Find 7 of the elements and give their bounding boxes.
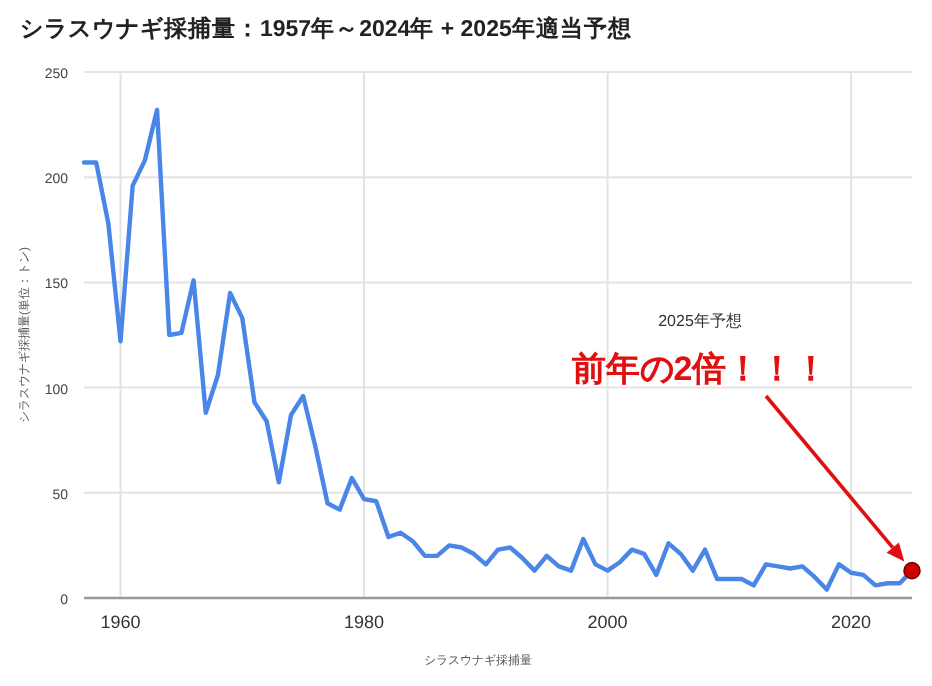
x-tick-label: 1980 bbox=[344, 612, 385, 632]
annotation: 前年の2倍！！！ bbox=[569, 350, 829, 388]
x-tick-label: 2020 bbox=[831, 612, 872, 632]
x-tick-label: 2000 bbox=[587, 612, 628, 632]
annotation: 2025年予想 bbox=[658, 312, 742, 330]
chart-title: シラスウナギ採捕量：1957年～2024年 + 2025年適当予想 bbox=[20, 14, 634, 42]
x-tick-label: 1960 bbox=[100, 612, 141, 632]
